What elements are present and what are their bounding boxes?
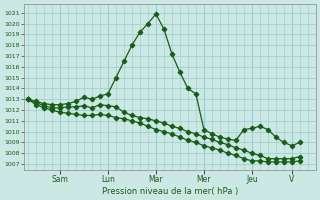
X-axis label: Pression niveau de la mer( hPa ): Pression niveau de la mer( hPa ) <box>102 187 238 196</box>
